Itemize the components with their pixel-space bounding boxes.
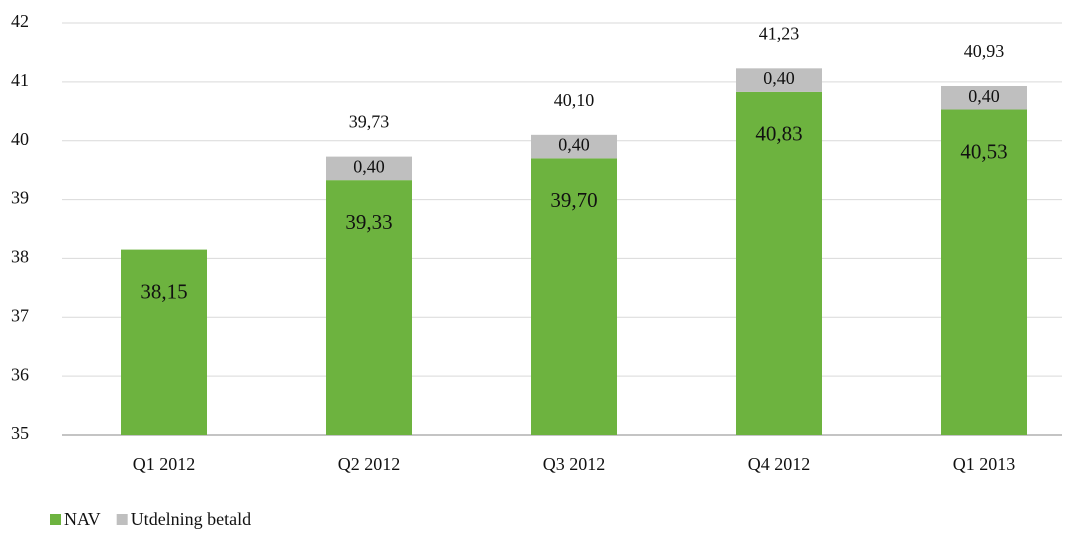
data-label: 40,53: [960, 139, 1007, 163]
data-label: 0,40: [968, 86, 1000, 106]
y-tick-label: 37: [11, 305, 29, 325]
y-tick-label: 40: [11, 129, 29, 149]
bar-segment: [736, 68, 822, 92]
x-tick-label: Q2 2012: [338, 454, 401, 474]
data-label: 0,40: [353, 157, 385, 177]
total-label: 41,23: [759, 23, 800, 43]
bar-segment: [941, 109, 1027, 436]
bar-segment: [121, 249, 207, 435]
bar-segment: [531, 158, 617, 435]
bar-segment: [941, 85, 1027, 110]
total-label: 39,73: [349, 112, 390, 132]
data-label: 0,40: [558, 135, 590, 155]
legend-label: Utdelning betald: [131, 509, 251, 529]
bar-segment: [326, 156, 412, 181]
data-label: 39,33: [345, 210, 392, 234]
y-tick-label: 35: [11, 423, 29, 443]
y-tick-label: 41: [11, 70, 29, 90]
y-tick-label: 39: [11, 188, 29, 208]
data-label: 38,15: [140, 279, 187, 303]
x-tick-label: Q3 2012: [543, 454, 606, 474]
bar-segment: [531, 134, 617, 159]
y-tick-label: 38: [11, 247, 29, 267]
legend-swatch: [50, 514, 61, 525]
bar-segment: [326, 180, 412, 435]
data-label: 0,40: [763, 68, 795, 88]
data-label: 40,83: [755, 122, 802, 146]
legend-label: NAV: [64, 509, 101, 529]
total-label: 40,93: [964, 41, 1005, 61]
bar-segment: [736, 91, 822, 435]
x-tick-label: Q1 2013: [953, 454, 1016, 474]
legend-swatch: [116, 514, 128, 525]
y-tick-label: 36: [11, 364, 29, 384]
x-tick-label: Q4 2012: [748, 454, 811, 474]
y-tick-label: 42: [11, 11, 29, 31]
data-label: 39,70: [550, 188, 597, 212]
total-label: 40,10: [554, 90, 595, 110]
x-tick-label: Q1 2012: [133, 454, 196, 474]
